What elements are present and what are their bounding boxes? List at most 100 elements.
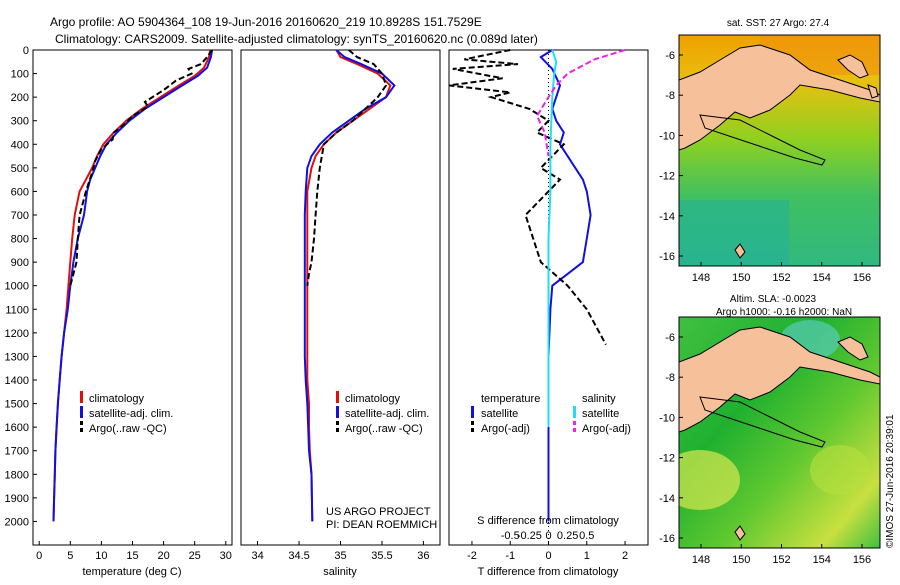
island bbox=[837, 336, 869, 361]
y-tick-label: 2000 bbox=[5, 516, 29, 528]
island-chain bbox=[699, 114, 826, 166]
x-tick-label: 1 bbox=[584, 550, 590, 562]
map-x-tick-label: 148 bbox=[692, 554, 710, 566]
series-argo-raw-qc- bbox=[306, 49, 388, 286]
y-tick-label: 1600 bbox=[5, 422, 29, 434]
legend-sat-label: satellite-adj. clim. bbox=[89, 408, 173, 420]
new-guinea-land bbox=[679, 326, 880, 433]
series-satellite-adj-clim- bbox=[303, 49, 396, 522]
y-tick-label: 1300 bbox=[5, 351, 29, 363]
map-y-tick-label: -12 bbox=[659, 171, 675, 183]
map-y-tick-label: -6 bbox=[665, 332, 675, 344]
series-climatology bbox=[306, 49, 392, 522]
legend-salinity-header: salinity bbox=[582, 393, 616, 405]
difference-panel: -2 -1 0 1 2 -0.5-0.25 0 0.25 0.5 temperature sal… bbox=[326, 49, 649, 578]
island bbox=[734, 525, 746, 541]
map-y-tick-label: -10 bbox=[659, 130, 675, 142]
legend-s-argo-swatch bbox=[573, 421, 576, 425]
map-x-tick-label: 154 bbox=[813, 272, 831, 284]
pi-label: PI: DEAN ROEMMICH bbox=[326, 519, 437, 531]
temperature-panel: 0100200300400500600700800900100011001200… bbox=[5, 45, 233, 578]
legend-sat-swatch bbox=[80, 406, 83, 418]
y-tick-label: 400 bbox=[11, 139, 29, 151]
legend-clim-label: climatology bbox=[345, 393, 401, 405]
island bbox=[734, 243, 746, 259]
legend-argo-label: Argo(..raw -QC) bbox=[89, 423, 167, 435]
y-tick-label: 700 bbox=[11, 210, 29, 222]
header-line1: Argo profile: AO 5904364_108 19-Jun-2016… bbox=[50, 15, 482, 29]
s-tick-label: 0 bbox=[545, 530, 551, 542]
x-tick-label: 34 bbox=[251, 550, 263, 562]
sst-map: -6 -8 -10 -12 -14 -16 148 150 152 154 156 bbox=[659, 34, 881, 284]
map-y-tick-label: -14 bbox=[659, 493, 675, 505]
map-y-tick-label: -14 bbox=[659, 211, 675, 223]
legend-t-argo-swatch bbox=[471, 421, 474, 425]
salinity-legend: climatology satellite-adj. clim. Argo(..… bbox=[336, 391, 429, 435]
legend-argo-swatch bbox=[80, 421, 83, 425]
y-tick-label: 600 bbox=[11, 186, 29, 198]
map-x-tick-label: 150 bbox=[732, 272, 750, 284]
x-tick-label: 35 bbox=[334, 550, 346, 562]
header-line2: Climatology: CARS2009. Satellite-adjuste… bbox=[55, 32, 538, 46]
island-chain bbox=[699, 396, 826, 448]
x-tick-label: 20 bbox=[157, 550, 169, 562]
temperature-xlabel: temperature (deg C) bbox=[82, 566, 181, 578]
x-tick-label: 34.5 bbox=[288, 550, 309, 562]
map-y-tick-label: -10 bbox=[659, 412, 675, 424]
x-tick-label: 15 bbox=[126, 550, 138, 562]
map-x-tick-label: 150 bbox=[732, 554, 750, 566]
s-difference-label: S difference from climatology bbox=[477, 515, 619, 527]
map-y-tick-label: -8 bbox=[665, 372, 675, 384]
series-s-argo-adj- bbox=[535, 49, 626, 157]
legend-argo-swatch bbox=[336, 421, 339, 425]
x-tick-label: 35.5 bbox=[371, 550, 392, 562]
sla-map-title2: Argo h1000: -0.16 h2000: NaN bbox=[716, 307, 852, 318]
salinity-xlabel: salinity bbox=[323, 566, 357, 578]
y-tick-label: 1100 bbox=[5, 304, 29, 316]
legend-t-argo-label: Argo(-adj) bbox=[481, 423, 530, 435]
difference-legend: temperature salinity satellite Argo(-adj… bbox=[471, 393, 631, 435]
y-tick-label: 1800 bbox=[5, 469, 29, 481]
s-tick-label: -0.5 bbox=[501, 530, 520, 542]
y-tick-label: 1400 bbox=[5, 375, 29, 387]
sla-map-frame bbox=[678, 316, 881, 549]
x-tick-label: 0 bbox=[36, 550, 42, 562]
y-tick-label: 200 bbox=[11, 92, 29, 104]
y-tick-label: 800 bbox=[11, 234, 29, 246]
map-x-tick-label: 154 bbox=[813, 554, 831, 566]
legend-s-sat-swatch bbox=[573, 406, 576, 418]
credit-label: ©IMOS 27-Jun-2016 20:39:01 bbox=[885, 414, 896, 548]
legend-sat-label: satellite-adj. clim. bbox=[345, 408, 429, 420]
x-tick-label: 2 bbox=[622, 550, 628, 562]
map-y-tick-label: -6 bbox=[665, 50, 675, 62]
y-tick-label: 300 bbox=[11, 116, 29, 128]
map-x-tick-label: 156 bbox=[853, 554, 871, 566]
temperature-legend: climatology satellite-adj. clim. Argo(..… bbox=[80, 391, 173, 435]
y-tick-label: 1700 bbox=[5, 446, 29, 458]
map-y-tick-label: -16 bbox=[659, 251, 675, 263]
map-x-tick-label: 152 bbox=[772, 554, 790, 566]
y-tick-label: 1900 bbox=[5, 493, 29, 505]
x-tick-label: 5 bbox=[67, 550, 73, 562]
y-tick-label: 500 bbox=[11, 163, 29, 175]
y-tick-label: 900 bbox=[11, 257, 29, 269]
y-tick-label: 1000 bbox=[5, 281, 29, 293]
new-guinea-land bbox=[679, 44, 880, 151]
legend-sat-swatch bbox=[336, 406, 339, 418]
t-difference-label: T difference from climatology bbox=[478, 566, 619, 578]
sla-map: -6 -8 -10 -12 -14 -16 148 150 152 154 156 bbox=[659, 316, 881, 566]
legend-clim-swatch bbox=[80, 391, 83, 403]
legend-clim-label: climatology bbox=[89, 393, 145, 405]
legend-t-sat-label: satellite bbox=[481, 408, 518, 420]
series-t-argo-adj- bbox=[448, 49, 607, 346]
s-tick-label: 0.5 bbox=[579, 530, 594, 542]
x-tick-label: 25 bbox=[189, 550, 201, 562]
project-label: US ARGO PROJECT bbox=[326, 506, 431, 518]
island bbox=[837, 54, 869, 79]
sla-map-title1: Altim. SLA: -0.0023 bbox=[730, 294, 817, 305]
sst-map-frame bbox=[678, 34, 881, 267]
series-argo-raw-qc- bbox=[69, 49, 213, 286]
series-satellite-adj-clim- bbox=[52, 49, 214, 522]
sst-map-title: sat. SST: 27 Argo: 27.4 bbox=[727, 18, 830, 29]
